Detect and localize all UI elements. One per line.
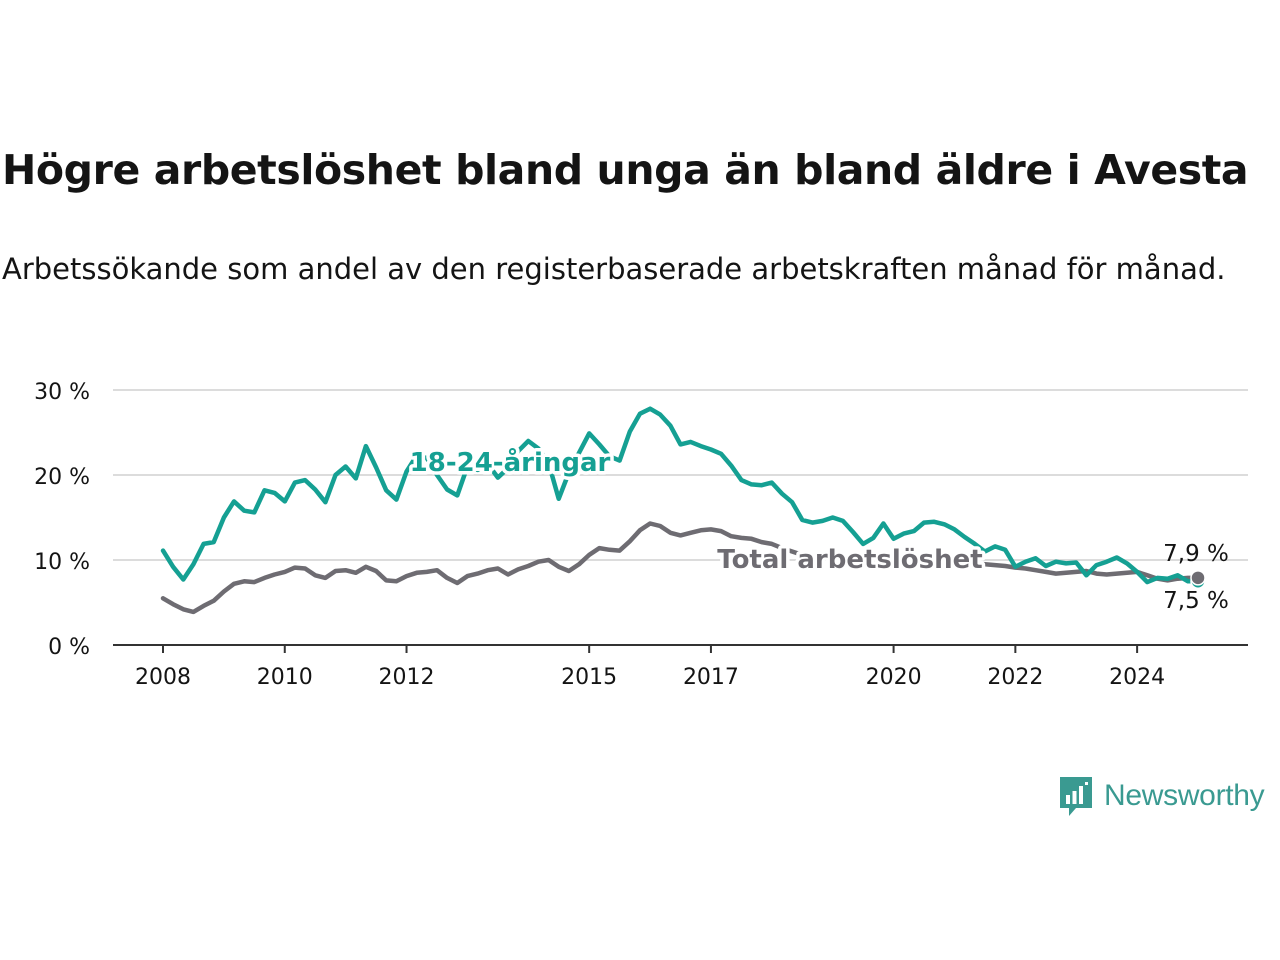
chart-subtitle: Arbetssökande som andel av den registerb… xyxy=(2,252,1226,286)
series-label-young: 18-24-åringar xyxy=(410,446,611,478)
series-labels: 7,5 % 7,9 % 18-24-åringar Total arbetslöshe… xyxy=(406,443,1229,615)
series-line-young xyxy=(160,406,1201,585)
endpoint-dot-total xyxy=(1190,570,1206,586)
x-tick-label: 2024 xyxy=(1109,665,1165,690)
y-tick-label: 10 % xyxy=(34,550,90,575)
brand-logo[interactable]: Newsworthy xyxy=(1058,774,1265,818)
axes: 0 % 10 % 20 % 30 % 2008 2010 2012 2015 2017 2020 2… xyxy=(34,380,1248,690)
series-line-total xyxy=(160,521,1201,615)
x-tick-label: 2010 xyxy=(257,665,313,690)
y-tick-label: 0 % xyxy=(48,635,90,660)
series-label-total: Total arbetslöshet xyxy=(717,545,982,575)
series-lines xyxy=(160,406,1206,615)
x-tick-label: 2015 xyxy=(561,665,617,690)
x-tick-label: 2017 xyxy=(683,665,739,690)
x-tick-label: 2008 xyxy=(135,665,191,690)
line-chart: 7,5 % 7,9 % 18-24-åringar Total arbetslöshe… xyxy=(34,380,1248,690)
y-tick-label: 30 % xyxy=(34,380,90,405)
x-tick-label: 2022 xyxy=(987,665,1043,690)
end-value-label-total: 7,9 % xyxy=(1163,541,1229,567)
newsworthy-logo-icon xyxy=(1060,777,1092,816)
x-tick-label: 2012 xyxy=(379,665,435,690)
chart-title: Högre arbetslöshet bland unga än bland ä… xyxy=(2,146,1249,194)
y-tick-label: 20 % xyxy=(34,465,90,490)
end-value-label-young: 7,5 % xyxy=(1163,588,1229,614)
x-tick-label: 2020 xyxy=(866,665,922,690)
brand-name: Newsworthy xyxy=(1104,779,1265,812)
